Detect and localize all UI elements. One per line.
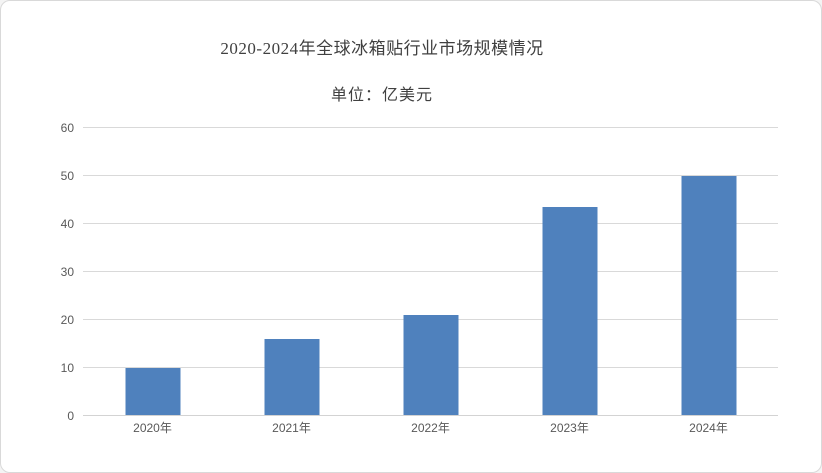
x-tick-label: 2021年	[272, 421, 311, 435]
bar-2020年	[125, 368, 180, 416]
bar-2022年	[403, 315, 458, 416]
gridline	[83, 223, 778, 224]
x-tick-label: 2022年	[411, 421, 450, 435]
bar-2023年	[542, 207, 597, 416]
chart-subtitle: 单位：亿美元	[330, 87, 433, 104]
y-tick-label: 10	[60, 361, 74, 375]
x-axis-line	[83, 415, 778, 416]
bar-2021年	[264, 339, 319, 416]
bars	[83, 128, 778, 416]
y-tick-label: 30	[60, 265, 74, 279]
y-tick-label: 20	[60, 313, 74, 327]
x-axis-labels: 2020年 2021年 2022年 2023年 2024年	[83, 422, 778, 438]
plot-area	[83, 127, 778, 416]
x-tick-label: 2024年	[689, 421, 728, 435]
bar-2024年	[681, 176, 736, 416]
x-tick-label: 2023年	[550, 421, 589, 435]
y-tick-label: 60	[60, 121, 74, 135]
y-tick-label: 50	[60, 169, 74, 183]
chart-title: 2020-2024年全球冰箱贴行业市场规模情况	[220, 39, 544, 58]
y-tick-label: 40	[60, 217, 74, 231]
y-tick-label: 0	[67, 409, 74, 423]
gridline	[83, 271, 778, 272]
gridline	[83, 175, 778, 176]
y-axis-labels: 0 10 20 30 40 50 60	[41, 122, 74, 422]
x-tick-label: 2020年	[133, 421, 172, 435]
gridline	[83, 127, 778, 128]
